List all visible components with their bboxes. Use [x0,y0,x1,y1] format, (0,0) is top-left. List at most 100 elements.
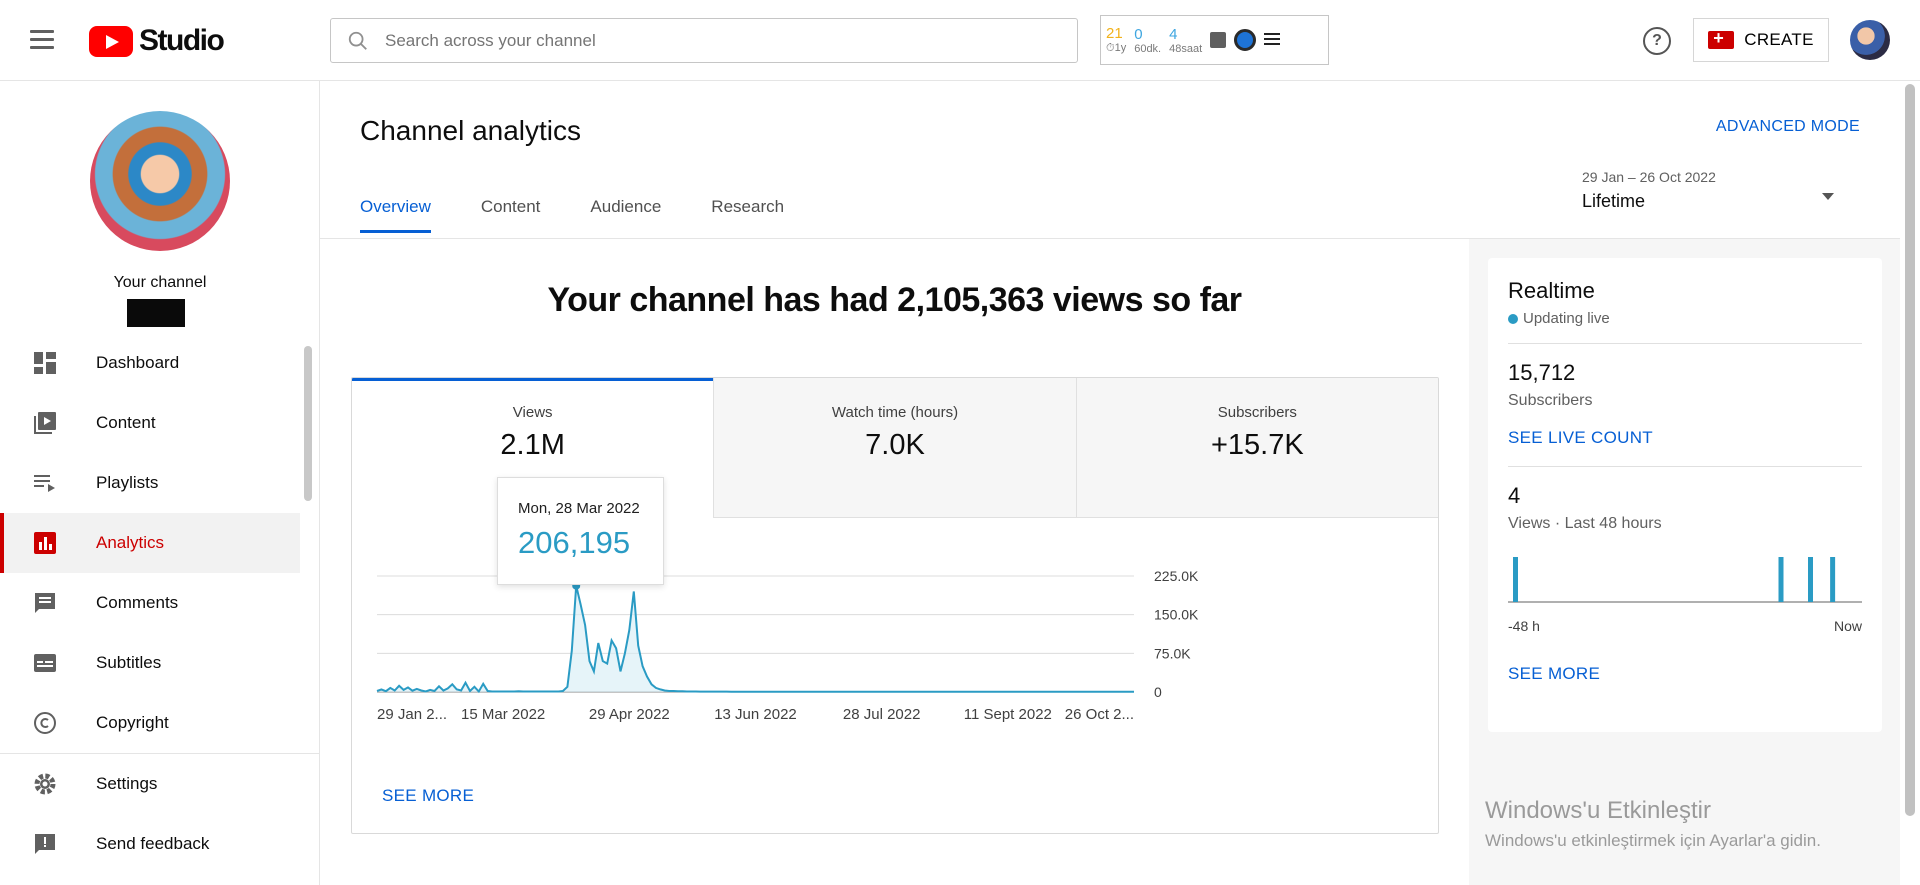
realtime-card: Realtime Updating live 15,712 Subscriber… [1488,258,1882,732]
x-tick-label: 13 Jun 2022 [714,706,797,723]
views-line-chart[interactable]: 225.0K 150.0K 75.0K 0 29 Jan 2... 15 Mar 2022… [372,568,1432,768]
sidebar-item-label: Comments [96,593,179,612]
realtime-see-more-link[interactable]: SEE MORE [1508,664,1601,683]
sidebar-item-label: Copyright [96,713,169,732]
overview-content: Your channel has had 2,105,363 views so … [320,239,1469,885]
sidebar-item-comments[interactable]: Comments [0,573,300,633]
watermark-title: Windows'u Etkinleştir [1485,797,1711,824]
channel-label: Your channel [113,274,207,291]
create-button[interactable]: CREATE [1693,18,1829,62]
series-line [376,585,1134,694]
windows-activation-watermark: Windows'u Etkinleştir Windows'u etkinleş… [1485,797,1821,851]
realtime-views-value: 4 [1508,483,1521,508]
search-icon [331,30,385,52]
x-tick-label: 28 Jul 2022 [843,706,921,723]
date-range-selector[interactable]: 29 Jan – 26 Oct 2022 Lifetime [1582,169,1862,212]
copyright-icon [32,711,58,735]
help-icon[interactable]: ? [1643,27,1671,55]
ext-stat-label: 60dk. [1134,42,1162,55]
realtime-bar-chart[interactable] [1508,555,1862,603]
sidebar-item-playlists[interactable]: Playlists [0,453,300,513]
realtime-views-label: Views · Last 48 hours [1508,515,1662,532]
account-avatar[interactable] [1850,20,1890,60]
see-more-link[interactable]: SEE MORE [382,786,475,805]
metric-label: Subscribers [1217,404,1297,421]
sidebar-scrollbar[interactable] [304,346,312,501]
sidebar-item-label: Dashboard [96,353,180,372]
sidebar-item-label: Settings [96,774,158,793]
menu-icon[interactable] [30,30,54,50]
metric-value: 2.1M [500,429,565,461]
realtime-bar [1778,557,1784,602]
series-area [377,585,1134,692]
x-tick-label: 26 Oct 2... [1065,706,1134,723]
realtime-bar [1513,557,1518,602]
views-headline: Your channel has had 2,105,363 views so … [547,281,1242,319]
analytics-header: Channel analytics ADVANCED MODE Overview… [320,81,1900,239]
x-tick-label: 29 Jan 2... [377,706,447,723]
page-scrollbar[interactable] [1905,84,1915,816]
sidebar-item-send-feedback[interactable]: Send feedback [0,814,300,874]
sidebar-item-settings[interactable]: Settings [0,754,300,814]
page-title: Channel analytics [360,115,582,146]
sidebar-item-label: Content [96,413,156,432]
sidebar-item-analytics[interactable]: Analytics [0,513,300,573]
metric-value: 7.0K [865,429,925,461]
ext-stat-label: 48saat [1169,42,1203,55]
ext-stat-1: 21 ⏱1y [1106,25,1126,55]
sidebar-item-label: Send feedback [96,834,210,853]
sidebar-item-label: Playlists [96,473,159,492]
chevron-down-icon [1822,193,1834,200]
analytics-tabs: Overview Content Audience Research [360,197,784,233]
x-tick-label: 11 Sept 2022 [964,706,1052,723]
channel-avatar[interactable] [90,111,230,251]
tab-audience[interactable]: Audience [590,197,662,216]
create-label: CREATE [1744,30,1814,49]
ext-stat-value: 0 [1134,25,1143,43]
video-camera-icon [1708,28,1735,49]
advanced-mode-link[interactable]: ADVANCED MODE [1715,118,1860,135]
search-input[interactable] [385,30,985,51]
tab-research[interactable]: Research [711,197,785,216]
y-tick-label: 150.0K [1154,607,1199,623]
live-dot-icon [1508,313,1518,324]
sidebar-nav: Dashboard Content Playlists Analytics Co… [0,333,320,874]
metric-value: +15.7K [1210,429,1304,461]
date-range-period: Lifetime [1582,191,1646,211]
content-icon [32,411,58,435]
ext-stat-value: 4 [1169,25,1178,43]
ext-stat-value: 21 [1106,25,1123,42]
logo-text: Studio [139,24,225,57]
comments-icon [32,591,58,615]
y-tick-label: 75.0K [1154,645,1191,661]
search-box[interactable] [330,18,1078,63]
sidebar: Your channel Dashboard Content Playlists… [0,81,320,885]
bar-chart-icon[interactable] [1210,32,1227,48]
extension-logo-icon[interactable] [1234,29,1257,51]
metric-subscribers[interactable]: Subscribers +15.7K [1076,378,1438,518]
sidebar-item-subtitles[interactable]: Subtitles [0,633,300,693]
gear-icon [32,772,58,796]
axis-end-label: Now [1833,618,1862,634]
x-tick-label: 15 Mar 2022 [461,706,545,723]
metric-watch-time[interactable]: Watch time (hours) 7.0K [714,378,1077,518]
tooltip-date: Mon, 28 Mar 2022 [518,500,640,517]
youtube-studio-logo[interactable]: Studio [89,24,225,58]
tab-content[interactable]: Content [480,197,541,216]
extension-menu-icon[interactable] [1264,32,1281,48]
realtime-title: Realtime [1508,278,1595,303]
metric-label: Views [512,404,553,421]
sidebar-item-copyright[interactable]: Copyright [0,693,300,753]
divider [1508,466,1862,467]
sidebar-item-content[interactable]: Content [0,393,300,453]
youtube-logo-icon [89,25,133,57]
tab-overview[interactable]: Overview [360,197,431,233]
extension-widget[interactable]: 21 ⏱1y 0 60dk. 4 48saat [1100,15,1329,65]
dashboard-icon [32,351,58,375]
see-live-count-link[interactable]: SEE LIVE COUNT [1508,428,1653,447]
date-range-dates: 29 Jan – 26 Oct 2022 [1582,169,1716,185]
sidebar-item-dashboard[interactable]: Dashboard [0,333,300,393]
sidebar-divider [0,753,320,754]
sidebar-item-label: Analytics [96,533,165,552]
tooltip-value: 206,195 [518,525,631,560]
